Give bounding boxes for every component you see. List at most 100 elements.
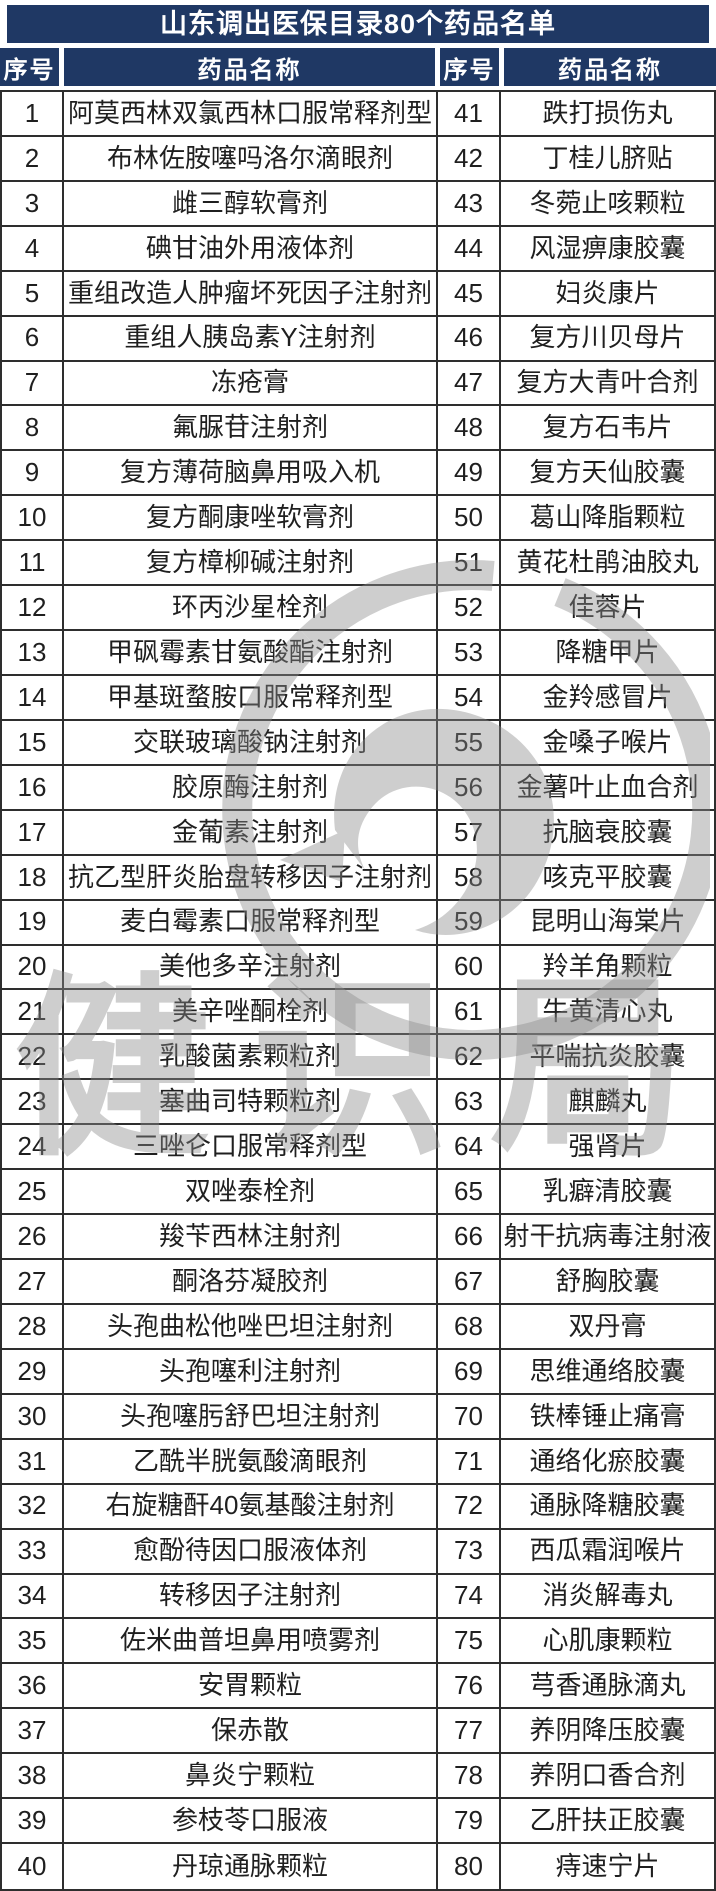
row-no-right: 49 [438, 451, 501, 497]
drug-name-left: 胶原酶注射剂 [64, 765, 438, 811]
drug-name-right: 降糖甲片 [501, 631, 714, 677]
row-no-left: 40 [2, 1844, 64, 1889]
drug-name-right: 射干抗病毒注射液 [501, 1215, 714, 1261]
drug-name-right: 复方石韦片 [501, 406, 714, 452]
drug-name-left: 丹琼通脉颗粒 [64, 1844, 438, 1889]
drug-name-left: 抗乙型肝炎胎盘转移因子注射剂 [64, 855, 438, 901]
row-no-right: 72 [438, 1484, 501, 1530]
drug-name-right: 平喘抗炎胶囊 [501, 1035, 714, 1081]
row-no-left: 4 [2, 226, 64, 272]
row-no-right: 66 [438, 1215, 501, 1261]
drug-name-right: 通络化瘀胶囊 [501, 1440, 714, 1485]
drug-name-left: 复方薄荷脑鼻用吸入机 [64, 451, 438, 497]
row-no-left: 5 [2, 271, 64, 317]
drug-name-left: 甲基斑蝥胺口服常释剂型 [64, 676, 438, 721]
drug-name-left: 乳酸菌素颗粒剂 [64, 1035, 438, 1081]
row-no-left: 8 [2, 406, 64, 452]
row-no-right: 79 [438, 1799, 501, 1845]
row-no-left: 27 [2, 1260, 64, 1305]
row-no-left: 16 [2, 765, 64, 811]
drug-name-right: 昆明山海棠片 [501, 901, 714, 946]
row-no-left: 33 [2, 1529, 64, 1575]
row-no-right: 44 [438, 226, 501, 272]
row-no-right: 67 [438, 1260, 501, 1305]
row-no-left: 13 [2, 631, 64, 677]
row-no-right: 48 [438, 406, 501, 452]
row-no-left: 6 [2, 316, 64, 362]
drug-name-left: 乙酰半胱氨酸滴眼剂 [64, 1439, 438, 1485]
row-no-right: 61 [438, 990, 501, 1036]
row-no-left: 32 [2, 1484, 64, 1530]
row-no-left: 35 [2, 1619, 64, 1665]
drug-name-right: 葛山降脂颗粒 [501, 496, 714, 542]
drug-name-left: 保赤散 [64, 1709, 438, 1755]
drug-name-left: 冻疮膏 [64, 361, 438, 407]
drug-name-right: 金薯叶止血合剂 [501, 766, 714, 811]
row-no-right: 51 [438, 541, 501, 587]
drug-name-left: 金葡素注射剂 [64, 810, 438, 856]
row-no-right: 78 [438, 1754, 501, 1800]
drug-name-right: 思维通络胶囊 [501, 1350, 714, 1395]
row-no-right: 46 [438, 316, 501, 362]
row-no-right: 70 [438, 1394, 501, 1440]
row-no-right: 75 [438, 1619, 501, 1665]
drug-name-left: 安胃颗粒 [64, 1664, 438, 1710]
row-no-left: 2 [2, 136, 64, 182]
row-no-right: 47 [438, 361, 501, 407]
drug-name-right: 双丹膏 [501, 1305, 714, 1350]
row-no-right: 50 [438, 496, 501, 542]
row-no-left: 39 [2, 1799, 64, 1845]
drug-table-body: 1 阿莫西林双氯西林口服常释剂型 41 跌打损伤丸 2 布林佐胺噻吗洛尔滴眼剂 42 丁桂儿脐… [0, 90, 716, 1891]
drug-name-right: 佳蓉片 [501, 586, 714, 632]
drug-name-right: 跌打损伤丸 [501, 92, 714, 137]
drug-name-left: 右旋糖酐40氨基酸注射剂 [64, 1484, 438, 1530]
row-no-left: 31 [2, 1439, 64, 1485]
drug-name-right: 丁桂儿脐贴 [501, 137, 714, 182]
row-no-left: 25 [2, 1170, 64, 1216]
drug-name-right: 抗脑衰胶囊 [501, 811, 714, 856]
drug-name-left: 碘甘油外用液体剂 [64, 226, 438, 272]
row-no-left: 18 [2, 855, 64, 901]
drug-name-right: 妇炎康片 [501, 272, 714, 317]
row-no-right: 45 [438, 271, 501, 317]
drug-name-left: 双唑泰栓剂 [64, 1170, 438, 1216]
drug-name-right: 强肾片 [501, 1125, 714, 1171]
drug-name-left: 三唑仑口服常释剂型 [64, 1125, 438, 1171]
drug-name-left: 重组人胰岛素Y注射剂 [64, 316, 438, 362]
drug-name-right: 牛黄清心丸 [501, 990, 714, 1036]
drug-name-left: 参枝苓口服液 [64, 1799, 438, 1845]
drug-name-right: 复方川贝母片 [501, 317, 714, 362]
drug-name-right: 麒麟丸 [501, 1080, 714, 1126]
drug-name-left: 鼻炎宁颗粒 [64, 1754, 438, 1800]
row-no-left: 19 [2, 900, 64, 946]
drug-name-right: 金羚感冒片 [501, 676, 714, 721]
row-no-right: 42 [438, 136, 501, 182]
table-header-row: 序号 药品名称 序号 药品名称 [0, 48, 716, 86]
row-no-left: 26 [2, 1215, 64, 1261]
row-no-left: 38 [2, 1754, 64, 1800]
row-no-right: 57 [438, 810, 501, 856]
row-no-right: 68 [438, 1304, 501, 1350]
row-no-right: 65 [438, 1170, 501, 1216]
drug-name-right: 乳癖清胶囊 [501, 1170, 714, 1216]
drug-name-right: 铁棒锤止痛膏 [501, 1395, 714, 1440]
row-no-left: 29 [2, 1349, 64, 1395]
drug-name-left: 环丙沙星栓剂 [64, 586, 438, 632]
header-name-left: 药品名称 [64, 48, 440, 86]
drug-name-right: 羚羊角颗粒 [501, 946, 714, 991]
drug-name-left: 塞曲司特颗粒剂 [64, 1080, 438, 1126]
row-no-left: 22 [2, 1035, 64, 1081]
row-no-right: 55 [438, 720, 501, 766]
row-no-left: 9 [2, 451, 64, 497]
row-no-right: 77 [438, 1709, 501, 1755]
drug-name-left: 氟脲苷注射剂 [64, 406, 438, 452]
drug-name-left: 头孢噻利注射剂 [64, 1349, 438, 1395]
row-no-left: 14 [2, 676, 64, 721]
drug-name-left: 雌三醇软膏剂 [64, 181, 438, 227]
row-no-left: 12 [2, 586, 64, 632]
row-no-right: 73 [438, 1529, 501, 1575]
drug-name-right: 复方大青叶合剂 [501, 362, 714, 407]
row-no-right: 54 [438, 676, 501, 721]
drug-name-right: 芎香通脉滴丸 [501, 1664, 714, 1710]
drug-name-left: 头孢曲松他唑巴坦注射剂 [64, 1304, 438, 1350]
